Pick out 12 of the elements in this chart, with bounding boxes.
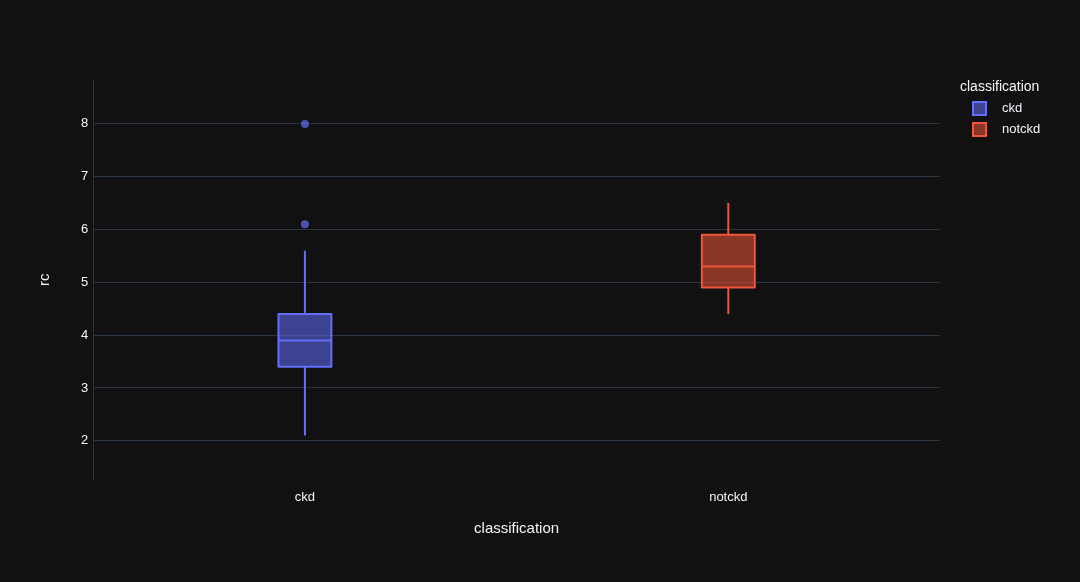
y-tick-label: 4 bbox=[81, 326, 89, 342]
legend-title: classification bbox=[960, 77, 1041, 95]
y-tick-label: 7 bbox=[81, 168, 89, 184]
y-tick-label: 6 bbox=[81, 221, 89, 237]
y-tick-label: 2 bbox=[81, 432, 89, 448]
y-tick-label: 8 bbox=[81, 115, 89, 131]
y-axis-title: rc bbox=[35, 272, 53, 286]
y-tick-label: 3 bbox=[81, 379, 89, 395]
legend-label: ckd bbox=[1002, 100, 1023, 116]
legend-label: notckd bbox=[1002, 121, 1041, 137]
x-axis-title: classification bbox=[474, 519, 560, 537]
y-tick-label: 5 bbox=[81, 273, 89, 289]
